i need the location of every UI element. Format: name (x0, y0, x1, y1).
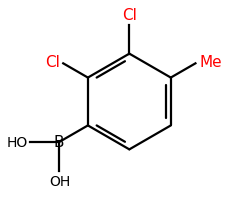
Text: B: B (54, 134, 64, 149)
Text: Me: Me (199, 55, 222, 70)
Text: Cl: Cl (122, 8, 137, 23)
Text: HO: HO (7, 135, 28, 149)
Text: Cl: Cl (45, 54, 60, 70)
Text: OH: OH (49, 174, 70, 188)
